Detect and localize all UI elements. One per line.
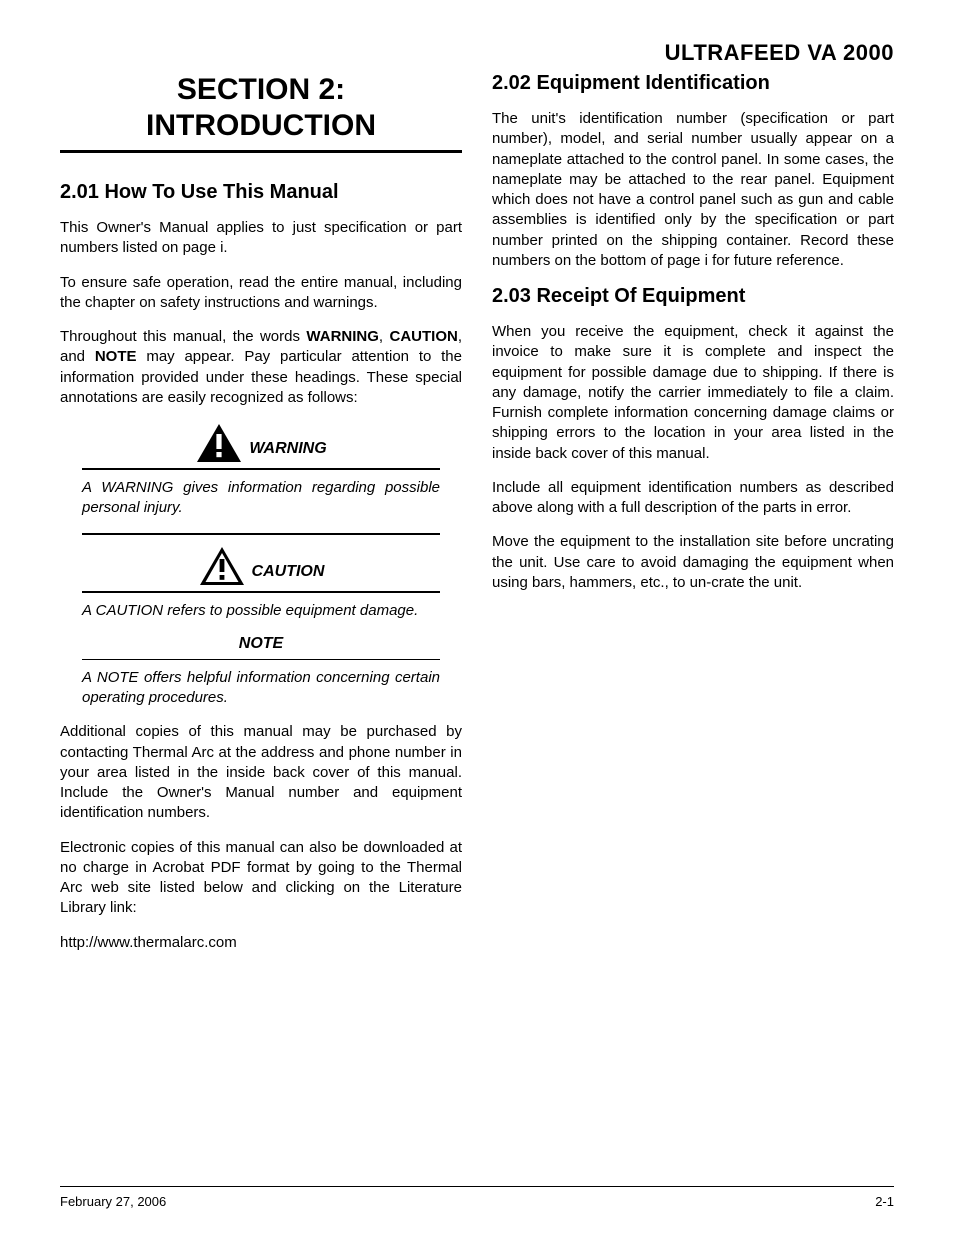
caution-icon-row: CAUTION [82, 545, 440, 587]
section-title-line-1: SECTION 2: [177, 73, 345, 106]
product-header: ULTRAFEED VA 2000 [60, 40, 894, 66]
caution-callout: CAUTION A CAUTION refers to possible equ… [82, 545, 440, 621]
para-electronic-copies: Electronic copies of this manual can als… [60, 838, 462, 919]
para-2-01-3: Throughout this manual, the words WARNIN… [60, 327, 462, 408]
para-2-01-2: To ensure safe operation, read the entir… [60, 273, 462, 314]
warning-rule [82, 468, 440, 470]
note-callout: NOTE A NOTE offers helpful information c… [82, 635, 440, 709]
warning-label: WARNING [249, 440, 326, 464]
note-desc: A NOTE offers helpful information concer… [82, 668, 440, 709]
section-title-line-2: INTRODUCTION [146, 109, 376, 142]
text-bold-warning: WARNING [306, 328, 379, 345]
text-bold-caution: CAUTION [390, 328, 458, 345]
two-column-layout: SECTION 2: INTRODUCTION 2.01 How To Use … [60, 72, 894, 1152]
warning-triangle-icon [195, 422, 243, 464]
heading-2-01: 2.01 How To Use This Manual [60, 181, 462, 204]
caution-rule [82, 591, 440, 593]
text-bold-note: NOTE [95, 348, 137, 365]
para-2-01-1: This Owner's Manual applies to just spec… [60, 218, 462, 259]
warning-icon-row: WARNING [82, 422, 440, 464]
heading-2-02: 2.02 Equipment Identification [492, 72, 894, 95]
left-column: SECTION 2: INTRODUCTION 2.01 How To Use … [60, 72, 462, 1152]
right-column: 2.02 Equipment Identification The unit's… [492, 72, 894, 1152]
caution-triangle-icon [198, 545, 246, 587]
warning-desc: A WARNING gives information regarding po… [82, 478, 440, 519]
para-2-03-c: Move the equipment to the installation s… [492, 532, 894, 593]
note-rule [82, 659, 440, 660]
caution-label: CAUTION [252, 563, 325, 587]
para-additional-copies: Additional copies of this manual may be … [60, 722, 462, 823]
para-2-03-a: When you receive the equipment, check it… [492, 322, 894, 464]
para-2-02: The unit's identification number (specif… [492, 109, 894, 271]
warning-callout: WARNING A WARNING gives information rega… [82, 422, 440, 535]
page-footer: February 27, 2006 2-1 [60, 1194, 894, 1209]
warning-rule-bottom [82, 533, 440, 535]
section-title: SECTION 2: INTRODUCTION [60, 72, 462, 153]
caution-desc: A CAUTION refers to possible equipment d… [82, 601, 440, 621]
footer-rule [60, 1186, 894, 1187]
footer-page-number: 2-1 [875, 1194, 894, 1209]
url-thermalarc: http://www.thermalarc.com [60, 933, 462, 953]
text-run: , [379, 328, 390, 345]
heading-2-03: 2.03 Receipt Of Equipment [492, 285, 894, 308]
text-run: Throughout this manual, the words [60, 328, 306, 345]
footer-date: February 27, 2006 [60, 1194, 166, 1209]
note-label: NOTE [82, 635, 440, 653]
para-2-03-b: Include all equipment identification num… [492, 478, 894, 519]
manual-page: ULTRAFEED VA 2000 SECTION 2: INTRODUCTIO… [0, 0, 954, 1235]
